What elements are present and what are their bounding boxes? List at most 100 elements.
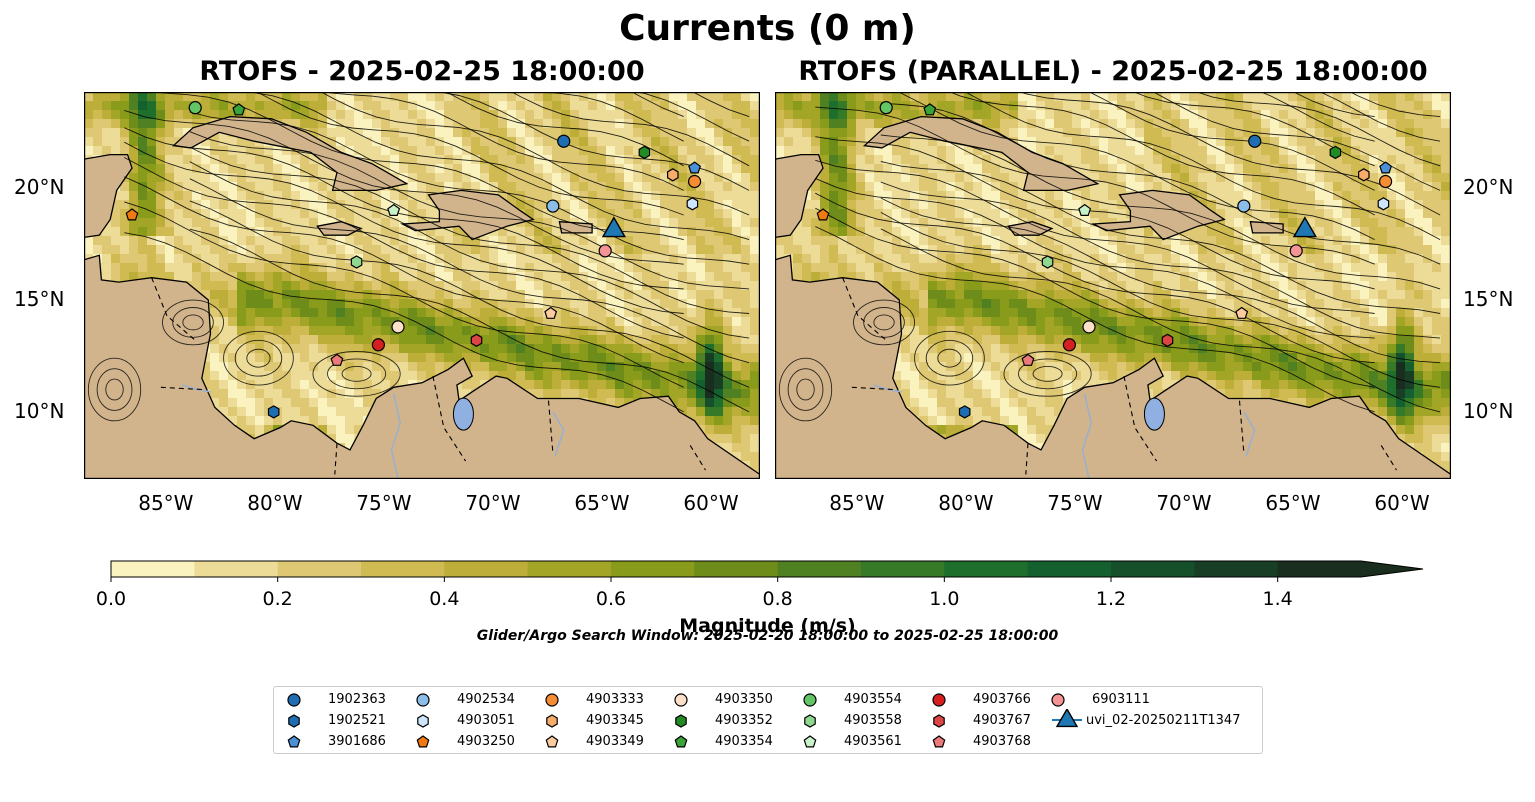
x-tick-label: 60°W <box>683 491 739 515</box>
float-marker-4903561[interactable] <box>387 203 401 217</box>
colorbar-tick-label: 0.0 <box>95 588 127 610</box>
river <box>1081 393 1093 479</box>
colorbar-tick-label: 0.2 <box>262 588 293 610</box>
hexagon-marker-icon <box>288 714 300 728</box>
float-marker-4903051[interactable] <box>1377 197 1390 211</box>
colorbar-tick-label: 0.4 <box>429 588 460 610</box>
left-map-panel[interactable] <box>84 92 760 479</box>
lake-maracaibo <box>1143 397 1165 431</box>
map-frame <box>775 92 1451 479</box>
float-markers <box>125 101 702 419</box>
pentagon-marker-icon <box>287 735 301 748</box>
legend-item-label: 4903051 <box>457 713 515 728</box>
circle-marker-icon <box>287 693 301 707</box>
float-marker-4903766[interactable] <box>371 338 385 352</box>
x-tick-label: 70°W <box>1156 491 1212 515</box>
x-tick-label: 85°W <box>829 491 885 515</box>
colorbar-segment <box>361 561 445 577</box>
float-marker-4903333[interactable] <box>687 174 702 189</box>
float-marker-6903111[interactable] <box>1289 244 1303 258</box>
x-tick-label: 75°W <box>1047 491 1103 515</box>
float-marker-3901686[interactable] <box>1379 161 1393 174</box>
colorbar-tick-label: 0.6 <box>595 588 627 610</box>
left-panel-title: RTOFS - 2025-02-25 18:00:00 <box>199 56 645 87</box>
legend-item-label: 4903352 <box>715 713 773 728</box>
float-marker-3901686[interactable] <box>688 161 702 174</box>
map-frame <box>84 92 760 479</box>
float-marker-4903352[interactable] <box>638 145 651 160</box>
pentagon-marker-icon <box>932 735 946 748</box>
float-marker-4903561[interactable] <box>1078 203 1092 217</box>
float-marker-4903349[interactable] <box>544 306 558 319</box>
float-marker-4903333[interactable] <box>1378 174 1393 189</box>
x-tick-label: 85°W <box>138 491 194 515</box>
y-tick-label: 20°N <box>1463 175 1514 200</box>
float-marker-4903354[interactable] <box>232 103 246 116</box>
x-tick-label: 65°W <box>1265 491 1321 515</box>
legend-item-label: 6903111 <box>1092 692 1150 707</box>
pentagon-marker-icon <box>674 735 688 748</box>
y-tick-label: 10°N <box>1463 398 1514 423</box>
country-border <box>151 277 196 341</box>
legend-item-label: 4903250 <box>457 734 515 749</box>
circle-marker-icon <box>416 693 430 707</box>
float-marker-4903767[interactable] <box>1161 333 1174 347</box>
streamlines <box>778 92 1441 422</box>
float-marker-4903345[interactable] <box>1357 168 1370 182</box>
float-marker-4903558[interactable] <box>1041 255 1054 269</box>
float-marker-1902363[interactable] <box>1248 134 1262 148</box>
colorbar-segment <box>1194 561 1279 577</box>
pentagon-marker-icon <box>416 735 430 748</box>
colorbar-segment <box>861 561 945 577</box>
glider-marker[interactable] <box>1292 216 1318 238</box>
y-tick-label: 20°N <box>14 175 65 200</box>
float-marker-4903558[interactable] <box>350 255 363 269</box>
float-marker-4903352[interactable] <box>1329 145 1342 160</box>
country-border <box>1380 445 1397 471</box>
float-marker-1902363[interactable] <box>557 134 571 148</box>
float-marker-4903554[interactable] <box>879 101 893 115</box>
x-tick-label: 80°W <box>938 491 994 515</box>
hexagon-marker-icon <box>804 714 816 728</box>
legend-item-label: 4903766 <box>973 692 1031 707</box>
colorbar-label: Magnitude (m/s) <box>679 615 856 637</box>
pentagon-marker-icon <box>803 735 817 748</box>
float-marker-4903250[interactable] <box>125 208 139 221</box>
right-map-panel[interactable] <box>775 92 1451 479</box>
float-marker-4902534[interactable] <box>546 199 560 213</box>
legend-item-label: 3901686 <box>328 734 386 749</box>
figure-title: Currents (0 m) <box>619 8 916 49</box>
float-marker-4903768[interactable] <box>1021 353 1035 366</box>
float-marker-4903766[interactable] <box>1062 338 1076 352</box>
hexagon-marker-icon <box>933 714 945 728</box>
float-marker-1902521[interactable] <box>267 405 280 419</box>
legend-item-label: 4903354 <box>715 734 773 749</box>
x-tick-label: 80°W <box>247 491 303 515</box>
float-marker-6903111[interactable] <box>598 244 612 258</box>
x-tick-label: 75°W <box>356 491 412 515</box>
y-tick-label: 10°N <box>14 398 65 423</box>
float-marker-1902521[interactable] <box>958 405 971 419</box>
float-marker-4902534[interactable] <box>1237 199 1251 213</box>
y-tick-label: 15°N <box>1463 287 1514 312</box>
float-marker-4903354[interactable] <box>923 103 937 116</box>
country-border <box>851 386 893 391</box>
float-marker-4903554[interactable] <box>188 101 202 115</box>
country-border <box>842 277 887 341</box>
float-marker-4903767[interactable] <box>470 333 483 347</box>
x-tick-label: 70°W <box>465 491 521 515</box>
legend-item-label: 4903554 <box>844 692 902 707</box>
float-marker-4903350[interactable] <box>391 320 405 334</box>
float-marker-4903250[interactable] <box>816 208 830 221</box>
colorbar-segment <box>611 561 695 577</box>
hexagon-marker-icon <box>675 714 687 728</box>
colorbar-segment <box>944 561 1029 577</box>
float-marker-4903768[interactable] <box>330 353 344 366</box>
float-marker-4903350[interactable] <box>1082 320 1096 334</box>
country-border <box>689 445 706 471</box>
glider-marker[interactable] <box>601 216 627 238</box>
float-marker-4903349[interactable] <box>1235 306 1249 319</box>
float-marker-4903051[interactable] <box>686 197 699 211</box>
float-marker-4903345[interactable] <box>666 168 679 182</box>
colorbar-segment <box>111 561 195 577</box>
